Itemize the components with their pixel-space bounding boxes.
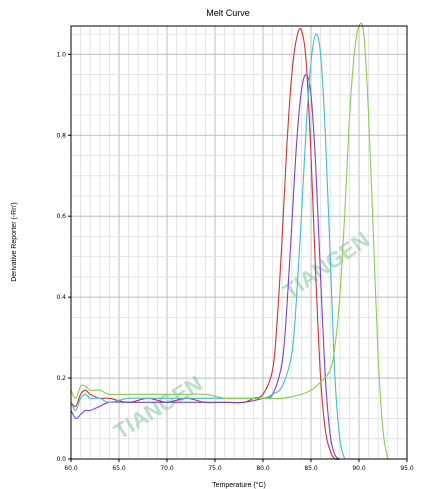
y-tick-label: 0.6 (56, 213, 66, 220)
y-tick-label: 0.2 (56, 375, 66, 382)
chart-title: Melt Curve (206, 8, 250, 18)
x-tick-label: 90.0 (352, 465, 366, 472)
y-tick-label: 0.4 (56, 294, 66, 301)
x-tick-label: 70.0 (160, 465, 174, 472)
series-line-4 (70, 22, 389, 460)
x-tick-label: 75.0 (208, 465, 222, 472)
x-axis-label: Temperature (°C) (212, 481, 266, 489)
series-line-3 (70, 33, 346, 460)
x-axis-ticks: 60.0 65.0 70.0 75.0 80.0 85.0 90.0 95.0 (64, 459, 414, 472)
watermark-2: TIANGEN (279, 227, 374, 304)
y-tick-label: 0.0 (56, 456, 66, 463)
x-tick-label: 85.0 (304, 465, 318, 472)
plot-frame (70, 25, 408, 460)
y-axis-label: Derivative Reporter (-Rn') (11, 202, 18, 282)
y-axis-ticks: 0.0 0.2 0.4 0.6 0.8 1.0 (56, 51, 71, 463)
y-tick-label: 0.8 (56, 132, 66, 139)
series-lines (70, 22, 389, 461)
x-tick-label: 95.0 (400, 465, 414, 472)
x-tick-label: 65.0 (112, 465, 126, 472)
x-tick-label: 80.0 (256, 465, 270, 472)
y-tick-label: 1.0 (56, 51, 66, 58)
x-tick-label: 60.0 (64, 465, 78, 472)
watermark-1: TIANGEN (109, 371, 206, 445)
